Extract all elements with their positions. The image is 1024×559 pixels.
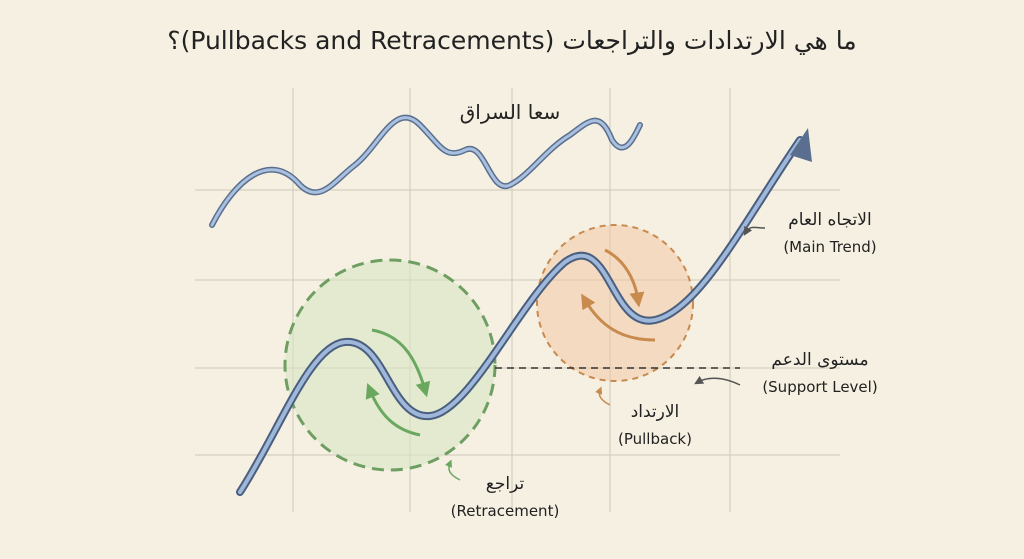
context-label: سعا السراق [459,100,561,124]
support-label-en: (Support Level) [762,378,878,396]
price-wave-highlight [210,116,642,227]
pullback-arrow-up [581,293,656,342]
support-pointer [694,375,741,386]
main-trend-label-en: (Main Trend) [783,238,877,256]
retracement-pointer [445,459,461,481]
trend-arrowhead [790,128,812,162]
main-trend-label: الاتجاه العام [788,210,872,230]
pullback-pointer [595,386,611,406]
grid [195,88,840,512]
retracement-arrow-up [365,383,421,437]
pullback-zone [536,224,694,382]
page-title: ما هي الارتدادات والتراجعات (Pullbacks a… [167,26,857,55]
retracement-zone [283,258,497,472]
pullback-label-en: (Pullback) [618,430,692,448]
main-trend-pointer [743,225,766,236]
pullback-label: الارتداد [630,402,680,422]
retracement-label-en: (Retracement) [450,502,560,520]
retracement-arrow-down [371,328,431,398]
support-label: مستوى الدعم [771,350,869,370]
retracement-label: تراجع [485,474,525,494]
main-trend-highlight [238,138,802,494]
pullback-arrow-down [604,248,645,308]
